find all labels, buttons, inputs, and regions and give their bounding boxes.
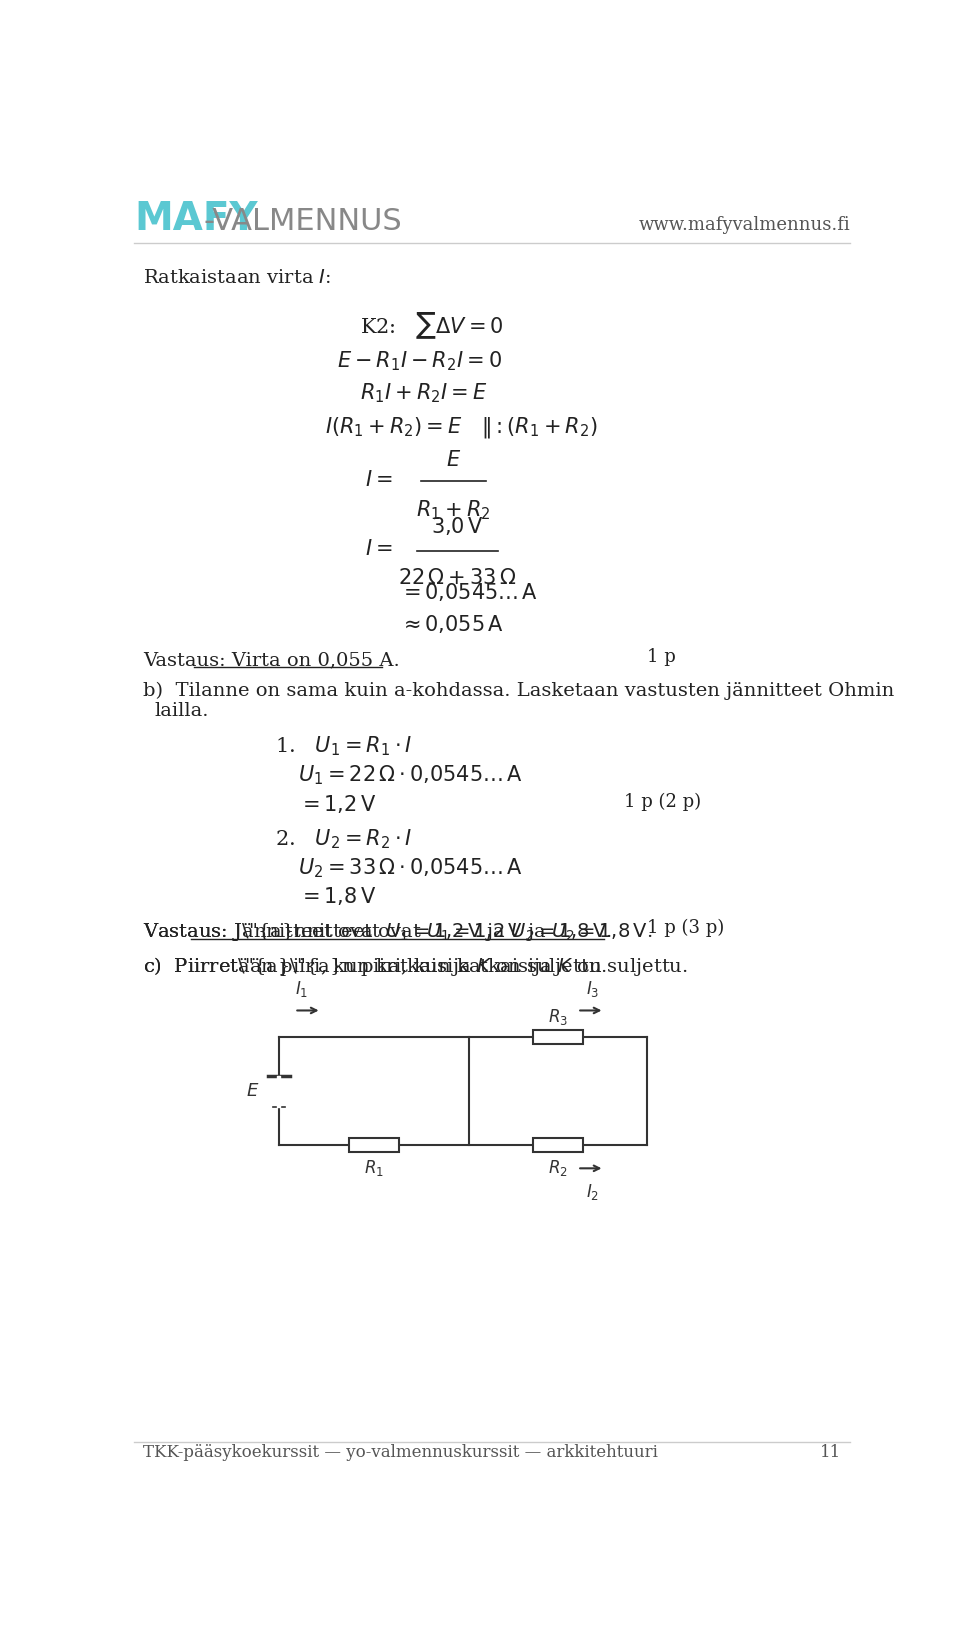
Text: $E - R_1 I - R_2 I = 0$: $E - R_1 I - R_2 I = 0$ xyxy=(337,350,502,373)
Bar xyxy=(348,1138,399,1152)
Text: $\approx 0{,}055\,\mathrm{A}$: $\approx 0{,}055\,\mathrm{A}$ xyxy=(399,613,504,636)
Text: Vastaus: J\"{a}nnitteet ovat $U_1 = 1{,}2\,\mathrm{V}$ ja $U_2 = 1{,}8\,\mathrm{: Vastaus: J\"{a}nnitteet ovat $U_1 = 1{,}… xyxy=(143,921,653,943)
Text: 1.   $U_1 = R_1 \cdot I$: 1. $U_1 = R_1 \cdot I$ xyxy=(275,735,413,758)
Text: K2:   $\sum \Delta V = 0$: K2: $\sum \Delta V = 0$ xyxy=(360,310,504,340)
Text: $U_1 = 22\,\Omega \cdot 0{,}0545\ldots\,\mathrm{A}$: $U_1 = 22\,\Omega \cdot 0{,}0545\ldots\,… xyxy=(299,764,523,788)
Bar xyxy=(533,1030,583,1045)
Text: $= 1{,}8\,\mathrm{V}$: $= 1{,}8\,\mathrm{V}$ xyxy=(299,885,376,908)
Text: 1 p (3 p): 1 p (3 p) xyxy=(647,920,724,938)
Text: 2.   $U_2 = R_2 \cdot I$: 2. $U_2 = R_2 \cdot I$ xyxy=(275,827,413,850)
Text: $U_2 = 33\,\Omega \cdot 0{,}0545\ldots\,\mathrm{A}$: $U_2 = 33\,\Omega \cdot 0{,}0545\ldots\,… xyxy=(299,857,523,880)
Text: Ratkaistaan virta $I$:: Ratkaistaan virta $I$: xyxy=(143,269,331,287)
Text: c)  Piirret\"{a}\"{a}n piiri, kun katkaisija $K$ on suljettu.: c) Piirret\"{a}\"{a}n piiri, kun katkais… xyxy=(143,954,688,977)
Text: $I =$: $I =$ xyxy=(365,471,393,490)
Text: $= 1{,}2\,\mathrm{V}$: $= 1{,}2\,\mathrm{V}$ xyxy=(299,792,376,816)
Text: $E$: $E$ xyxy=(246,1083,259,1100)
Text: TKK-pääsykoekurssit — yo-valmennuskurssit — arkkitehtuuri: TKK-pääsykoekurssit — yo-valmennuskurssi… xyxy=(143,1445,659,1461)
Text: $22\,\Omega + 33\,\Omega$: $22\,\Omega + 33\,\Omega$ xyxy=(397,568,516,588)
Text: c)  Piirretään piiri, kun katkaisija $K$ on suljettu.: c) Piirretään piiri, kun katkaisija $K$ … xyxy=(143,954,608,977)
Text: $I_3$: $I_3$ xyxy=(586,979,599,999)
Text: $I_2$: $I_2$ xyxy=(587,1182,599,1202)
Text: $I_1$: $I_1$ xyxy=(296,979,309,999)
Text: www.mafyvalmennus.fi: www.mafyvalmennus.fi xyxy=(638,216,850,234)
Text: $R_1$: $R_1$ xyxy=(364,1159,384,1179)
Text: $R_1 + R_2$: $R_1 + R_2$ xyxy=(416,499,491,522)
Text: $R_2$: $R_2$ xyxy=(548,1159,567,1179)
Text: $I(R_1 + R_2) = E \quad \| : (R_1 + R_2)$: $I(R_1 + R_2) = E \quad \| : (R_1 + R_2)… xyxy=(325,416,598,441)
Text: $R_3$: $R_3$ xyxy=(548,1007,568,1027)
Text: Vastaus: Virta on 0,055 A.: Vastaus: Virta on 0,055 A. xyxy=(143,652,400,670)
Text: $E$: $E$ xyxy=(445,451,461,471)
Text: -VALMENNUS: -VALMENNUS xyxy=(204,208,402,236)
Text: $I =$: $I =$ xyxy=(365,540,393,560)
Bar xyxy=(533,1138,583,1152)
Text: 1 p (2 p): 1 p (2 p) xyxy=(624,792,701,811)
Text: $= 0{,}0545\ldots\,\mathrm{A}$: $= 0{,}0545\ldots\,\mathrm{A}$ xyxy=(399,581,538,603)
Text: b)  Tilanne on sama kuin a-kohdassa. Lasketaan vastusten jännitteet Ohmin: b) Tilanne on sama kuin a-kohdassa. Lask… xyxy=(143,682,895,700)
Text: lailla.: lailla. xyxy=(155,702,209,720)
Text: $R_1 I + R_2 I = E$: $R_1 I + R_2 I = E$ xyxy=(360,381,488,406)
Text: MAFY: MAFY xyxy=(134,200,257,238)
Text: Vastaus: Jännitteet ovat $U_1 = 1{,}2\,\mathrm{V}$ ja $U_2 = 1{,}8\,\mathrm{V}$.: Vastaus: Jännitteet ovat $U_1 = 1{,}2\,\… xyxy=(143,921,612,943)
Text: $3{,}0\,\mathrm{V}$: $3{,}0\,\mathrm{V}$ xyxy=(431,515,484,537)
Text: 11: 11 xyxy=(820,1445,841,1461)
Text: 1 p: 1 p xyxy=(647,647,676,665)
